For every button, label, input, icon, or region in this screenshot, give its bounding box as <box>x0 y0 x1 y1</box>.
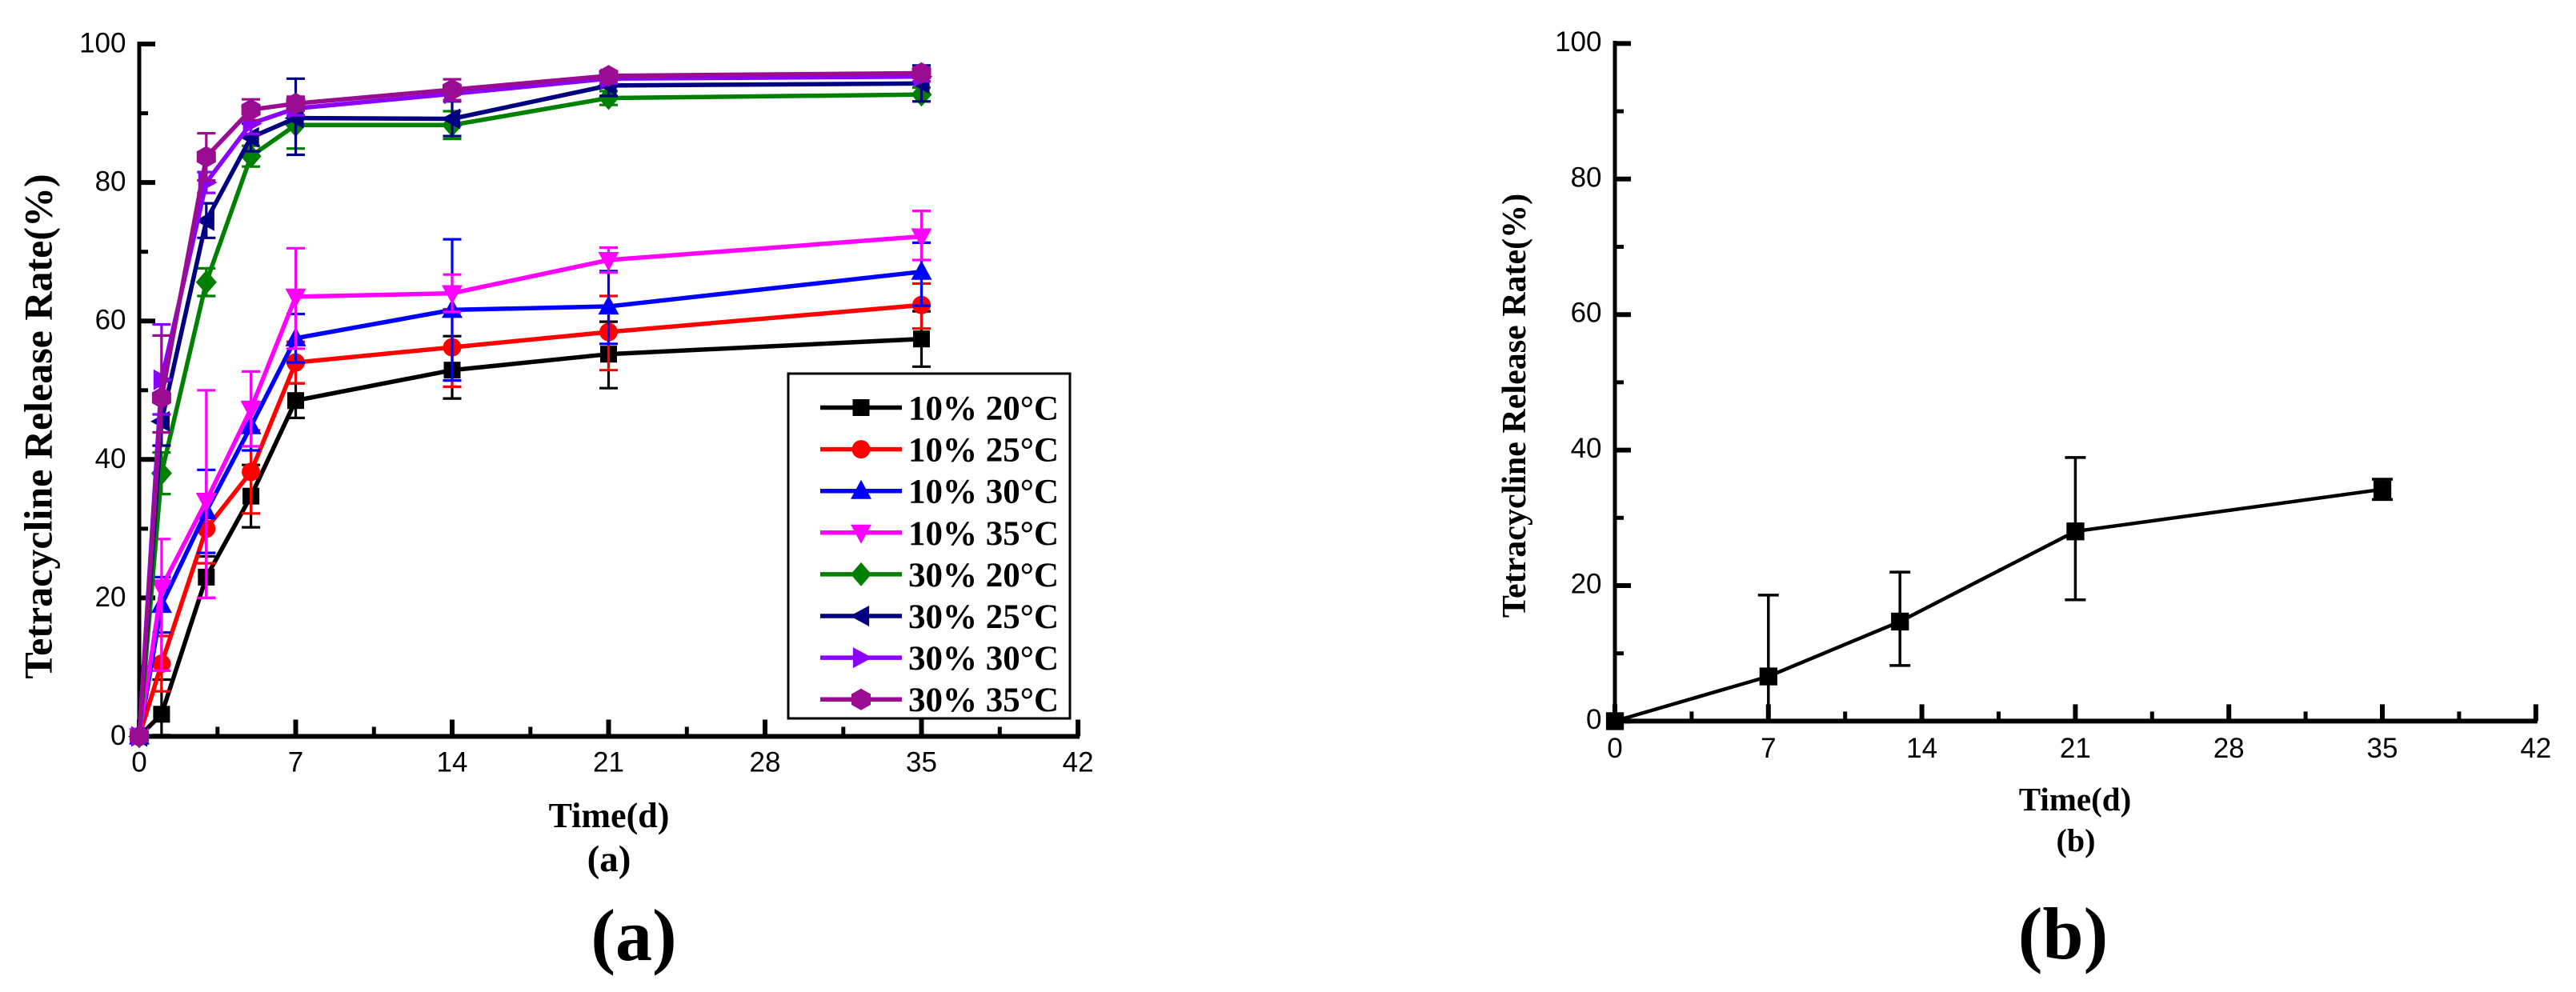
svg-text:Tetracycline Release Rate(%): Tetracycline Release Rate(%) <box>16 174 61 678</box>
svg-text:60: 60 <box>1571 298 1602 329</box>
svg-text:(a): (a) <box>587 838 631 880</box>
svg-text:100: 100 <box>1555 26 1601 58</box>
svg-text:21: 21 <box>593 747 624 778</box>
svg-text:10% 25°C: 10% 25°C <box>908 432 1059 470</box>
svg-text:(b): (b) <box>2018 893 2108 974</box>
svg-text:10% 20°C: 10% 20°C <box>908 390 1059 428</box>
svg-text:0: 0 <box>1607 733 1622 764</box>
svg-text:30% 20°C: 30% 20°C <box>908 557 1059 594</box>
svg-text:80: 80 <box>95 166 126 198</box>
svg-text:7: 7 <box>1761 733 1776 764</box>
svg-text:35: 35 <box>2367 733 2398 764</box>
svg-text:80: 80 <box>1571 162 1602 193</box>
svg-text:28: 28 <box>2213 733 2245 764</box>
svg-text:40: 40 <box>95 443 126 474</box>
svg-text:30% 30°C: 30% 30°C <box>908 640 1059 678</box>
svg-text:28: 28 <box>750 747 781 778</box>
svg-text:100: 100 <box>79 28 126 59</box>
svg-text:0: 0 <box>131 747 146 778</box>
svg-text:14: 14 <box>1906 733 1937 764</box>
svg-text:0: 0 <box>1586 704 1601 735</box>
svg-text:(a): (a) <box>591 894 676 976</box>
svg-text:0: 0 <box>110 720 126 751</box>
svg-text:42: 42 <box>1063 747 1094 778</box>
svg-text:Tetracycline Release Rate(%): Tetracycline Release Rate(%) <box>1496 194 1533 618</box>
svg-text:7: 7 <box>288 747 303 778</box>
svg-text:20: 20 <box>1571 569 1602 600</box>
svg-text:42: 42 <box>2520 733 2551 764</box>
svg-text:14: 14 <box>437 747 468 778</box>
svg-text:10% 35°C: 10% 35°C <box>908 515 1059 553</box>
svg-text:(b): (b) <box>2057 822 2096 858</box>
svg-text:Time(d): Time(d) <box>549 796 670 835</box>
svg-text:Time(d): Time(d) <box>2019 781 2131 818</box>
svg-text:35: 35 <box>906 747 937 778</box>
svg-text:40: 40 <box>1571 433 1602 464</box>
svg-text:30% 35°C: 30% 35°C <box>908 682 1059 719</box>
svg-text:20: 20 <box>95 582 126 613</box>
svg-text:10% 30°C: 10% 30°C <box>908 474 1059 511</box>
svg-text:21: 21 <box>2060 733 2091 764</box>
svg-text:30% 25°C: 30% 25°C <box>908 598 1059 636</box>
svg-text:60: 60 <box>95 305 126 336</box>
